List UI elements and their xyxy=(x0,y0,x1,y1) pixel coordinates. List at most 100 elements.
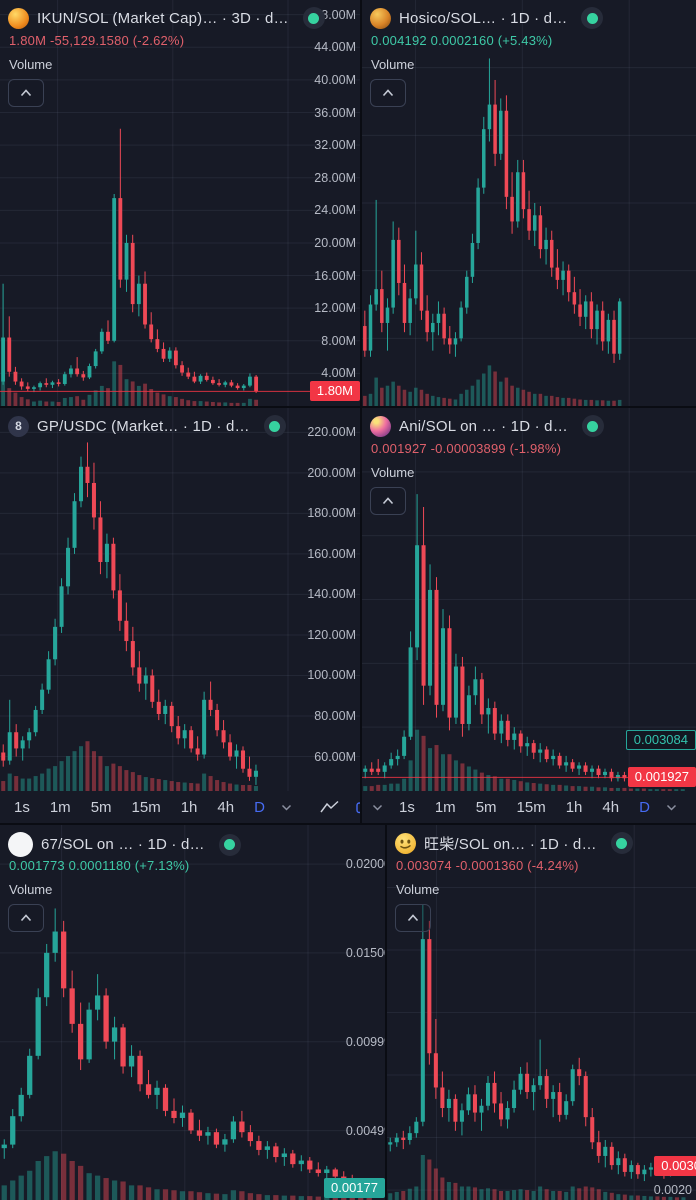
y-axis-tick: 80.00M xyxy=(314,709,356,724)
indicators-icon[interactable] xyxy=(347,799,360,815)
y-axis-tick: 28.00M xyxy=(314,170,356,185)
volume-label: Volume xyxy=(9,882,53,897)
toolbar-overflow-chevron-icon[interactable] xyxy=(366,804,389,811)
interval-15m[interactable]: 15m xyxy=(131,798,161,816)
interval-daily[interactable]: D xyxy=(254,798,265,816)
interval-1s[interactable]: 1s xyxy=(14,798,30,816)
price-change-line: 1.80M -55,129.1580 (-2.62%) xyxy=(9,33,185,48)
ani-token-icon xyxy=(370,415,391,437)
y-axis-tick: 0.00499 xyxy=(345,1123,385,1138)
67-token-icon xyxy=(8,832,33,857)
chart-panel-gp: 8 GP/USDC (Market… · 1D · d… 1s 1m 5m 15… xyxy=(0,408,360,823)
hosico-token-icon xyxy=(370,7,391,29)
candlestick-chart[interactable] xyxy=(0,0,360,406)
price-change-line: 0.004192 0.0002160 (+5.43%) xyxy=(371,33,553,48)
chart-legend: Ani/SOL on … · 1D · d… xyxy=(370,415,604,437)
interval-menu-chevron-icon[interactable] xyxy=(660,804,683,811)
volume-label: Volume xyxy=(371,57,415,72)
chart-panel-hosico: Hosico/SOL… · 1D · d… 0.004192 0.0002160… xyxy=(362,0,696,406)
y-axis-tick: 140.00M xyxy=(307,587,356,602)
chart-legend: IKUN/SOL (Market Cap)… · 3D · d… xyxy=(8,7,325,29)
price-change-line: 0.001773 0.0001180 (+7.13%) xyxy=(9,858,190,873)
chevron-up-icon xyxy=(20,89,32,97)
volume-label: Volume xyxy=(9,57,53,72)
symbol-title[interactable]: 67/SOL on … · 1D · d… xyxy=(41,836,205,853)
status-dot-icon xyxy=(308,12,320,24)
connection-status-indicator[interactable] xyxy=(581,415,604,437)
y-axis-tick: 4.00M xyxy=(321,366,356,381)
smirk-face-icon xyxy=(400,839,411,849)
y-axis-tick: 0.00999 xyxy=(345,1034,385,1049)
interval-1m[interactable]: 1m xyxy=(49,798,71,816)
line-chart-style-icon[interactable] xyxy=(312,800,347,814)
interval-toolbar: 1s 1m 5m 15m 1h 4h D xyxy=(362,791,696,823)
collapse-legend-button[interactable] xyxy=(370,487,406,515)
status-dot-icon xyxy=(616,837,628,849)
candlestick-chart[interactable] xyxy=(387,825,696,1200)
symbol-title[interactable]: Hosico/SOL… · 1D · d… xyxy=(399,9,568,27)
y-axis-tick: 220.00M xyxy=(307,425,356,440)
status-dot-icon xyxy=(269,420,281,432)
chart-panel-wangchai: 旺柴/SOL on… · 1D · d… 0.003074 -0.0001360… xyxy=(387,825,696,1200)
interval-menu-chevron-icon[interactable] xyxy=(275,804,298,811)
interval-15m[interactable]: 15m xyxy=(516,798,546,816)
collapse-legend-button[interactable] xyxy=(8,79,44,107)
connection-status-indicator[interactable] xyxy=(581,7,604,29)
collapse-legend-button[interactable] xyxy=(8,904,44,932)
symbol-title[interactable]: IKUN/SOL (Market Cap)… · 3D · d… xyxy=(37,9,289,27)
interval-5m[interactable]: 5m xyxy=(90,798,112,816)
candlestick-chart[interactable] xyxy=(0,408,360,791)
interval-5m[interactable]: 5m xyxy=(475,798,497,816)
connection-status-indicator[interactable] xyxy=(302,7,325,29)
chevron-up-icon xyxy=(20,914,32,922)
symbol-title[interactable]: GP/USDC (Market… · 1D · d… xyxy=(37,417,250,435)
y-axis-tick: 32.00M xyxy=(314,138,356,153)
interval-4h[interactable]: 4h xyxy=(217,798,235,816)
y-axis-tick: 160.00M xyxy=(307,546,356,561)
interval-daily[interactable]: D xyxy=(639,798,650,816)
connection-status-indicator[interactable] xyxy=(263,415,286,437)
interval-1s[interactable]: 1s xyxy=(399,798,415,816)
symbol-title[interactable]: Ani/SOL on … · 1D · d… xyxy=(399,417,568,435)
status-dot-icon xyxy=(224,839,236,850)
interval-1h[interactable]: 1h xyxy=(565,798,583,816)
interval-4h[interactable]: 4h xyxy=(602,798,620,816)
y-axis-tick: 12.00M xyxy=(314,301,356,316)
chart-panel-ikun: IKUN/SOL (Market Cap)… · 3D · d… 1.80M -… xyxy=(0,0,360,406)
chart-legend: Hosico/SOL… · 1D · d… xyxy=(370,7,604,29)
y-axis-tick: 40.00M xyxy=(314,72,356,87)
price-tag: 0.001927 xyxy=(627,767,696,788)
collapse-legend-button[interactable] xyxy=(370,79,406,107)
price-tag: 0.00177 xyxy=(324,1177,385,1198)
collapse-legend-button[interactable] xyxy=(395,904,431,932)
interval-1m[interactable]: 1m xyxy=(434,798,456,816)
y-axis-tick: 24.00M xyxy=(314,203,356,218)
status-dot-icon xyxy=(587,420,599,432)
y-axis-tick: 44.00M xyxy=(314,40,356,55)
price-change-line: 0.001927 -0.00003899 (-1.98%) xyxy=(371,441,562,456)
symbol-title[interactable]: 旺柴/SOL on… · 1D · d… xyxy=(424,835,597,853)
chevron-up-icon xyxy=(382,89,394,97)
candlestick-chart[interactable] xyxy=(0,825,385,1200)
y-axis-tick: 16.00M xyxy=(314,268,356,283)
interval-1h[interactable]: 1h xyxy=(180,798,198,816)
chart-legend: 67/SOL on … · 1D · d… xyxy=(8,832,241,857)
y-axis-tick: 60.00M xyxy=(314,749,356,764)
price-change-line: 0.003074 -0.0001360 (-4.24%) xyxy=(396,858,579,873)
price-tag: 0.003084 xyxy=(625,730,696,751)
y-axis-tick: 120.00M xyxy=(307,627,356,642)
chart-legend: 8 GP/USDC (Market… · 1D · d… xyxy=(8,415,286,437)
ikun-token-icon xyxy=(8,7,29,29)
y-axis-tick: 0.0020 xyxy=(653,1183,692,1198)
y-axis-tick: 20.00M xyxy=(314,235,356,250)
wangchai-token-icon xyxy=(395,832,416,854)
chart-legend: 旺柴/SOL on… · 1D · d… xyxy=(395,832,633,854)
status-dot-icon xyxy=(586,12,598,24)
connection-status-indicator[interactable] xyxy=(218,833,241,856)
gp-token-icon: 8 xyxy=(8,415,29,437)
connection-status-indicator[interactable] xyxy=(610,832,633,854)
candlestick-chart[interactable] xyxy=(362,0,696,406)
